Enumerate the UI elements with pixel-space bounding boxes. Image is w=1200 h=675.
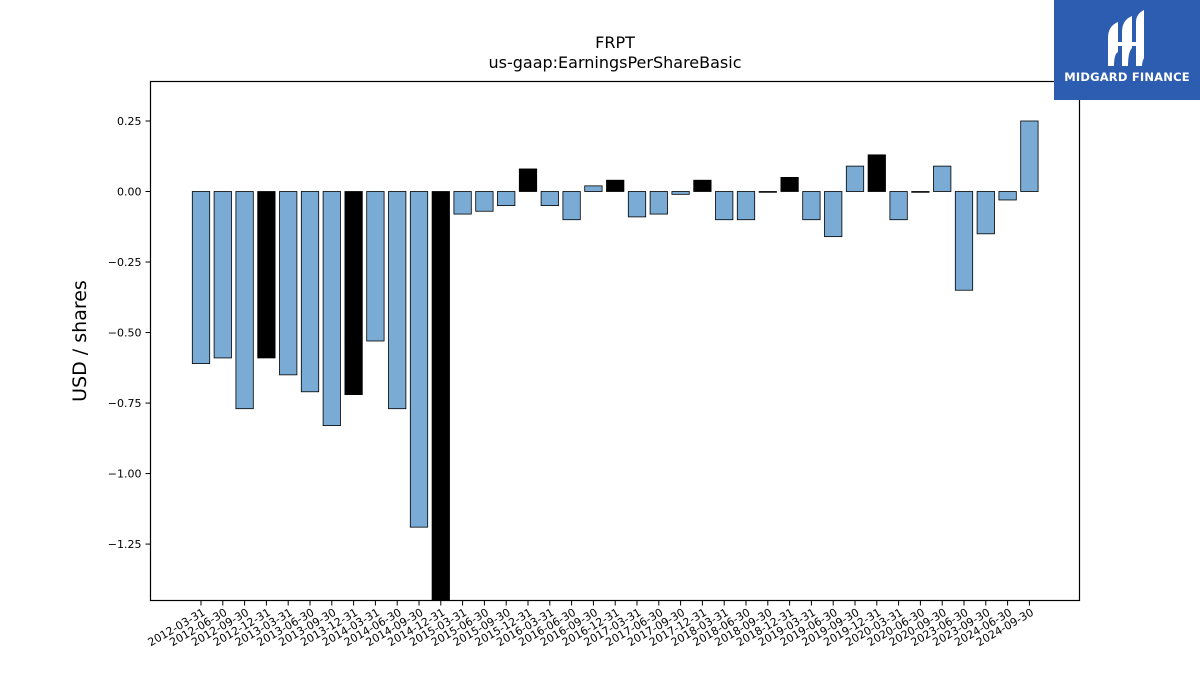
bar-2012-06-30 <box>213 191 232 359</box>
bars-group <box>191 120 1039 601</box>
y-axis: 0.25 0.00 −0.25 −0.50 −0.75 −1.00 −1.25 <box>108 115 151 551</box>
bar-2019-03-31 <box>802 191 821 221</box>
y-tick-label: −0.75 <box>108 397 142 410</box>
bar-2012-03-31 <box>191 191 211 364</box>
bar-2014-12-31 <box>431 191 450 601</box>
bar-2017-12-31 <box>693 179 712 192</box>
y-tick-label: −1.25 <box>108 538 142 551</box>
bar-2023-09-30 <box>976 191 995 235</box>
bar-2018-09-30 <box>758 191 777 193</box>
bar-2013-09-30 <box>322 191 341 427</box>
bar-2016-09-30 <box>584 185 603 192</box>
bar-2012-09-30 <box>235 191 254 410</box>
bar-2014-09-30 <box>409 191 429 528</box>
bar-2015-12-31 <box>518 168 538 192</box>
bar-2015-06-30 <box>475 191 494 212</box>
bar-2017-06-30 <box>649 191 668 215</box>
bar-2014-03-31 <box>366 191 385 342</box>
y-tick-label: −0.50 <box>108 327 142 340</box>
midgard-logo-icon <box>1108 10 1144 66</box>
bar-2024-09-30 <box>1020 120 1039 192</box>
bar-2020-09-30 <box>933 165 952 192</box>
y-tick-label: 0.00 <box>117 186 142 199</box>
bar-2015-09-30 <box>497 191 516 207</box>
y-tick-label: −0.25 <box>108 256 142 269</box>
bar-2017-09-30 <box>671 191 690 195</box>
plot-frame <box>149 80 1081 602</box>
bar-2016-12-31 <box>606 179 625 192</box>
y-axis-label: USD / shares <box>69 280 91 402</box>
bar-2016-06-30 <box>562 191 581 221</box>
bar-2012-12-31 <box>257 191 276 359</box>
bar-2016-03-31 <box>540 191 559 207</box>
bar-2014-06-30 <box>388 191 407 410</box>
bar-2013-06-30 <box>300 191 320 393</box>
bar-2020-06-30 <box>911 191 930 193</box>
y-tick-label: 0.25 <box>117 115 142 128</box>
bar-2024-06-30 <box>998 191 1017 201</box>
bar-2013-12-31 <box>344 191 363 395</box>
bar-2015-03-31 <box>453 191 472 215</box>
bar-2020-03-31 <box>889 191 908 221</box>
y-tick-label: −1.00 <box>108 468 142 481</box>
chart-title: FRPT <box>595 33 635 52</box>
bar-2019-06-30 <box>824 191 843 238</box>
bar-2018-03-31 <box>715 191 734 221</box>
x-axis: 2012-03-312012-06-302012-09-302012-12-31… <box>146 600 1036 649</box>
bar-2019-09-30 <box>845 165 865 192</box>
chart-subtitle: us-gaap:EarningsPerShareBasic <box>488 53 741 72</box>
bar-2018-12-31 <box>780 176 799 192</box>
bar-2013-03-31 <box>279 191 298 376</box>
midgard-finance-logo: MIDGARD FINANCE <box>1054 0 1200 100</box>
bar-2017-03-31 <box>627 191 647 218</box>
bar-2023-06-30 <box>954 191 974 291</box>
bar-2019-12-31 <box>867 154 886 192</box>
bar-2018-06-30 <box>736 191 756 221</box>
logo-text: MIDGARD FINANCE <box>1064 70 1190 84</box>
